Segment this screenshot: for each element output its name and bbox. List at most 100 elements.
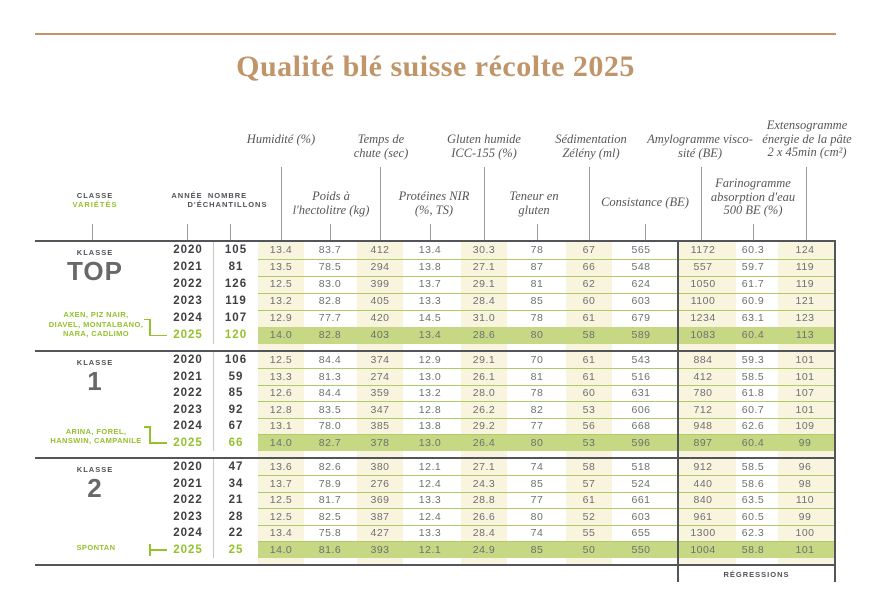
- value-cell: 374: [370, 354, 390, 366]
- value-cell: 13.0: [418, 370, 442, 383]
- variety-connector-line: [149, 442, 167, 444]
- column-header-gluten-humide: Gluten humide ICC-155 (%): [364, 132, 604, 160]
- value-cell: 412: [693, 370, 713, 383]
- leader-line: [701, 167, 702, 240]
- year-cell: 2020: [173, 354, 203, 366]
- row-separator-line: [258, 475, 677, 476]
- value-cell: 58: [582, 461, 596, 473]
- highlight-band: [679, 434, 836, 451]
- value-cell: 12.9: [418, 354, 442, 366]
- table-rule: [35, 350, 836, 352]
- column-header-line: Amylogramme visco-: [647, 132, 753, 146]
- value-cell: 679: [631, 312, 651, 324]
- varieties-list: SPONTAN: [26, 543, 166, 553]
- value-cell: 119: [795, 278, 815, 290]
- leader-line: [753, 224, 754, 240]
- value-cell: 294: [370, 261, 390, 273]
- table-rule: [35, 457, 836, 459]
- value-cell: 624: [631, 278, 651, 290]
- sample-count-cell: 25: [228, 543, 244, 556]
- value-cell: 59.7: [741, 261, 765, 273]
- value-cell: 29.1: [472, 278, 496, 290]
- value-cell: 1083: [690, 329, 716, 341]
- varieties-line: AXEN, PIZ NAIR,: [63, 310, 129, 319]
- top-rule: [35, 33, 836, 35]
- variety-connector-line: [144, 426, 150, 428]
- value-cell: 24.3: [472, 477, 496, 490]
- value-cell: 1004: [690, 543, 716, 556]
- regressions-box-right-border: [834, 240, 836, 582]
- row-separator-line: [258, 368, 677, 369]
- year-cell: 2024: [173, 527, 203, 539]
- value-cell: 347: [370, 403, 390, 416]
- value-cell: 565: [631, 244, 651, 256]
- value-cell: 12.5: [269, 354, 293, 366]
- value-cell: 29.2: [472, 420, 496, 432]
- value-cell: 85: [530, 295, 544, 307]
- row-separator-line: [679, 368, 834, 369]
- varietes-label: VARIÉTÉS: [72, 200, 118, 209]
- year-count-divider: [213, 459, 214, 558]
- value-cell: 27.1: [472, 261, 496, 273]
- value-cell: 60: [582, 295, 596, 307]
- value-cell: 28.4: [472, 527, 496, 539]
- value-cell: 28.8: [472, 494, 496, 506]
- value-cell: 58.8: [741, 543, 765, 556]
- year-cell: 2024: [173, 420, 203, 432]
- value-cell: 27.1: [472, 461, 496, 473]
- column-header-teneur-gluten: Teneur en gluten: [414, 189, 654, 217]
- sample-count-cell: 119: [225, 295, 247, 307]
- value-cell: 385: [370, 420, 390, 432]
- value-cell: 12.9: [269, 312, 293, 324]
- value-cell: 557: [693, 261, 713, 273]
- value-cell: 100: [795, 527, 815, 539]
- value-cell: 550: [631, 543, 651, 556]
- value-cell: 661: [631, 494, 651, 506]
- value-cell: 359: [370, 387, 390, 399]
- value-cell: 603: [631, 295, 651, 307]
- value-cell: 101: [795, 370, 815, 383]
- value-cell: 589: [631, 329, 651, 341]
- sample-count-cell: 105: [224, 244, 248, 256]
- sample-count-cell: 126: [224, 278, 248, 290]
- column-header-farinogramme: Farinogramme absorption d'eau 500 BE (%): [633, 176, 871, 218]
- value-cell: 77.7: [318, 312, 342, 324]
- value-cell: 80: [530, 329, 544, 341]
- value-cell: 655: [631, 527, 651, 539]
- sample-count-cell: 106: [224, 354, 248, 366]
- value-cell: 121: [795, 295, 815, 307]
- year-cell: 2021: [173, 370, 203, 383]
- year-cell: 2024: [173, 312, 203, 324]
- value-cell: 80: [530, 436, 544, 449]
- highlight-band: [258, 327, 677, 344]
- value-cell: 13.3: [418, 494, 442, 506]
- value-cell: 60.3: [741, 244, 765, 256]
- value-cell: 84.4: [318, 387, 342, 399]
- value-cell: 712: [693, 403, 713, 416]
- value-cell: 427: [370, 527, 390, 539]
- value-cell: 897: [693, 436, 713, 449]
- sample-count-cell: 107: [224, 312, 248, 324]
- value-cell: 516: [631, 370, 651, 383]
- row-separator-line: [679, 258, 834, 260]
- value-cell: 13.8: [418, 420, 442, 432]
- value-cell: 81.7: [318, 494, 342, 506]
- year-cell: 2021: [173, 261, 203, 273]
- value-cell: 26.4: [472, 436, 496, 449]
- value-cell: 78.5: [318, 261, 342, 273]
- value-cell: 13.8: [418, 261, 442, 273]
- column-header-line: (%, TS): [414, 202, 454, 217]
- nombre-echantillons-header: NOMBRE D'ÉCHANTILLONS: [185, 191, 270, 209]
- value-cell: 26.6: [472, 510, 496, 523]
- value-cell: 840: [693, 494, 713, 506]
- sample-count-cell: 81: [228, 261, 244, 273]
- column-header-line: sité (BE): [677, 145, 723, 160]
- sample-count-cell: 66: [228, 436, 244, 449]
- year-cell: 2020: [173, 461, 203, 473]
- row-separator-line: [679, 401, 834, 402]
- value-cell: 61.8: [741, 387, 765, 399]
- column-header-line: ICC-155 (%): [451, 145, 517, 160]
- variety-connector-line: [149, 334, 167, 337]
- value-cell: 543: [631, 354, 651, 366]
- value-cell: 58: [582, 329, 596, 341]
